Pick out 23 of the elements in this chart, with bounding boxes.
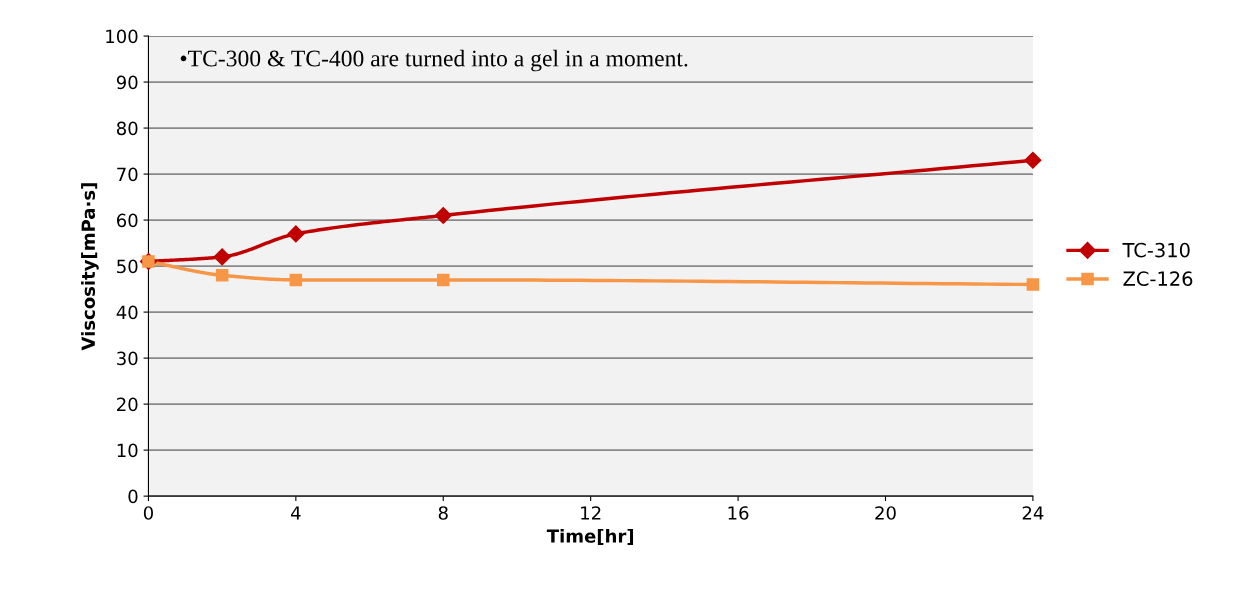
legend-label: TC-310 [1122, 242, 1190, 258]
y-tick-label: 10 [117, 443, 138, 458]
y-tick-label: 80 [116, 121, 138, 136]
x-tick-label: 4 [290, 506, 301, 520]
y-tick-label: 20 [117, 397, 138, 412]
y-tick-label: 90 [116, 75, 138, 90]
y-tick-label: 50 [117, 259, 138, 274]
legend-label: ZC-126 [1123, 271, 1193, 286]
y-axis-title: Viscosity[mPa·s] [81, 183, 99, 351]
x-tick-label: 20 [875, 506, 896, 520]
y-tick-label: 100 [106, 29, 138, 44]
y-tick-label: 40 [116, 305, 138, 320]
x-axis-title: Time[hr] [546, 528, 634, 545]
x-tick-label: 24 [1022, 506, 1044, 520]
x-tick-label: 12 [581, 506, 601, 520]
x-tick-label: 0 [143, 506, 153, 520]
y-tick-label: 70 [117, 167, 138, 182]
x-tick-label: 8 [438, 506, 448, 520]
x-tick-label: 16 [728, 506, 749, 520]
y-tick-label: 30 [117, 351, 138, 366]
annotation: •TC-300 & TC-400 are turned into a gel in a moment. [180, 49, 688, 72]
y-tick-label: 0 [128, 489, 138, 504]
y-tick-label: 60 [117, 213, 138, 228]
